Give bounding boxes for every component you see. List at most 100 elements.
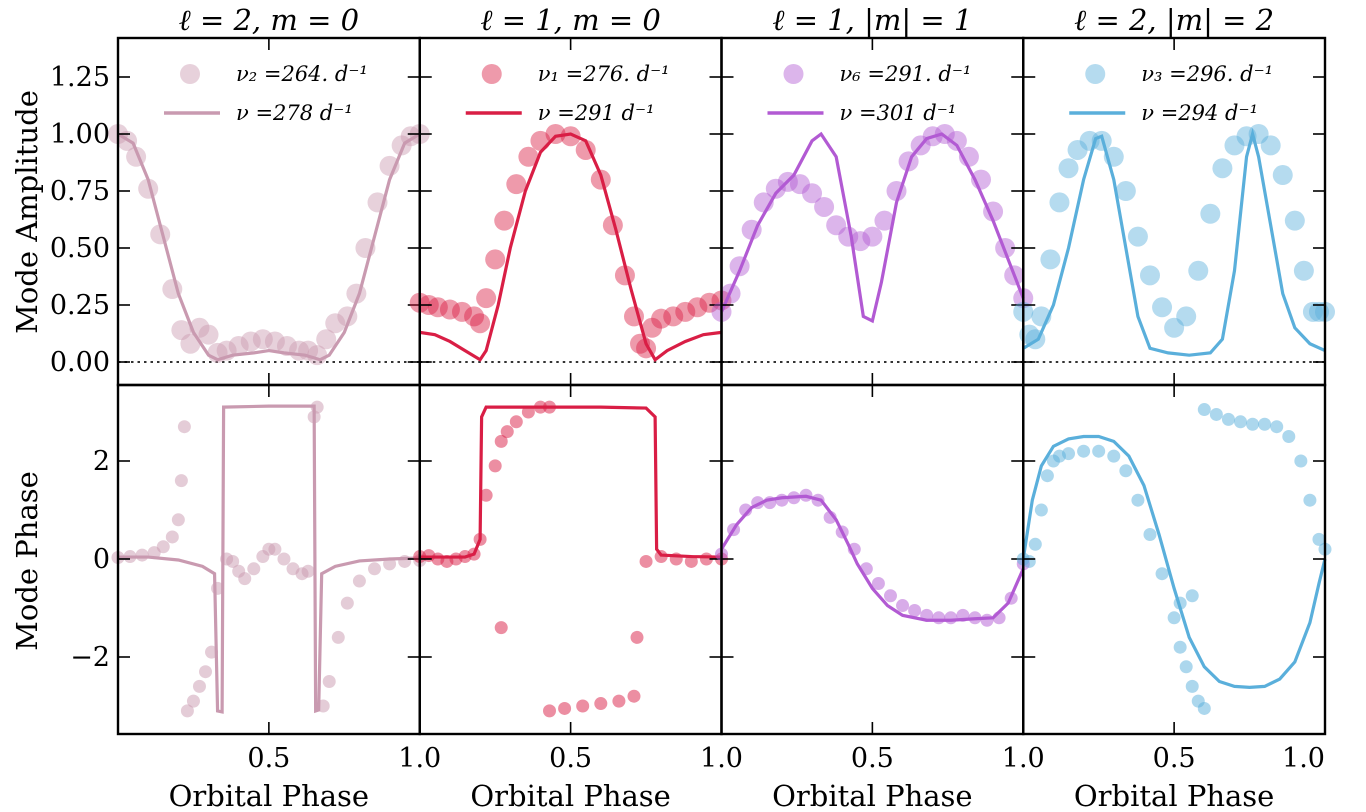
amp-point: [240, 331, 261, 352]
xlabel: Orbital Phase: [470, 779, 670, 812]
amp-point: [663, 306, 684, 327]
phase-point: [932, 611, 946, 625]
amp-point: [198, 324, 219, 345]
amp-point: [476, 288, 497, 309]
phase-frame: [720, 383, 1025, 736]
amp-point: [171, 320, 192, 341]
amp-point: [1164, 317, 1185, 338]
phase-point: [1179, 660, 1193, 674]
ylabel-phase: Mode Phase: [10, 471, 44, 651]
phase-point: [1234, 415, 1248, 429]
legend-marker: [783, 64, 804, 84]
phase-point: [1197, 403, 1211, 417]
phase-point: [340, 596, 354, 610]
xtick-label: 0.5: [549, 743, 592, 774]
amp-point: [1176, 306, 1197, 327]
xtick-label: 1.0: [700, 743, 743, 774]
amp-point: [946, 130, 967, 151]
phase-point: [1077, 444, 1091, 458]
amp-line: [419, 132, 722, 363]
amp-point: [470, 313, 491, 334]
phase-point: [226, 554, 240, 568]
amp-point: [1260, 135, 1281, 156]
phase-point: [980, 613, 994, 627]
amp-ytick-label: 1.00: [50, 119, 110, 150]
ylabel-amplitude: Mode Amplitude: [10, 90, 44, 334]
amp-point: [1152, 297, 1173, 318]
phase-point: [509, 415, 523, 429]
panel-2: ℓ = 1, m = 0 1.0 0.5 Orbital Phase ν₁ =276. …: [398, 3, 732, 812]
phase-line: [419, 405, 722, 559]
amp-point: [675, 301, 696, 322]
xtick-label: 1.0: [398, 743, 441, 774]
amp-point: [826, 215, 847, 236]
phase-point: [186, 694, 200, 708]
phase-point: [1062, 447, 1076, 461]
phase-line: [720, 494, 1025, 622]
phase-point: [177, 420, 191, 434]
phase-point: [180, 704, 194, 718]
phase-point: [1185, 589, 1199, 603]
phase-point: [192, 679, 206, 693]
phase-point: [352, 574, 366, 588]
phase-point: [1131, 493, 1145, 507]
phase-point: [174, 474, 188, 488]
amp-point: [1058, 158, 1079, 179]
amp-point: [451, 301, 472, 322]
amp-point: [427, 297, 448, 318]
amp-point: [1224, 135, 1245, 156]
amp-point: [874, 210, 895, 231]
amp-point: [485, 249, 506, 270]
legend-marker-label: ν₁ =276. d⁻¹: [538, 62, 670, 86]
phase-point: [165, 530, 179, 544]
amp-point: [494, 210, 515, 231]
amp-point: [506, 174, 527, 195]
phase-point: [301, 564, 315, 578]
phase-point: [1034, 503, 1048, 517]
legend-line-label: ν =301 d⁻¹: [840, 101, 957, 125]
phase-point: [543, 704, 557, 718]
phase-point: [944, 611, 958, 625]
amp-point: [316, 329, 337, 350]
xtick-label: 1.0: [1282, 743, 1325, 774]
phase-point: [630, 630, 644, 644]
phase-point: [1143, 528, 1157, 541]
panel-3: ℓ = 1, |m| = 1 1.0 0.5 Orbital Phase ν₆ =291…: [700, 3, 1034, 812]
panel-4: ℓ = 2, |m| = 2 1.0 0.5 1.0 Orbital Phase ν₃ =…: [1002, 3, 1335, 812]
phase-point: [775, 493, 789, 507]
phase-line: [1021, 434, 1327, 689]
phase-point: [135, 548, 149, 562]
panel-1: ℓ = 2, m = 0 0.00 0.25 0.50 0.75 1.00 1.25 −2 0 2…: [50, 3, 430, 812]
phase-point: [1197, 701, 1211, 715]
xlabel: Orbital Phase: [772, 779, 972, 812]
phase-point: [322, 675, 336, 688]
amp-ytick-label: 0.75: [50, 176, 110, 207]
phase-point: [576, 699, 590, 713]
phase-ytick-label: −2: [70, 642, 110, 673]
xtick-label: 0.5: [851, 743, 894, 774]
amp-point: [699, 292, 720, 313]
panels: ℓ = 2, m = 0 0.00 0.25 0.50 0.75 1.00 1.25 −2 0 2…: [50, 3, 1335, 812]
amp-point: [439, 299, 460, 320]
panel-title: ℓ = 2, m = 0: [179, 3, 359, 37]
phase-point: [156, 540, 170, 554]
legend-marker-label: ν₆ =291. d⁻¹: [840, 62, 972, 86]
amp-point: [325, 313, 346, 334]
phase-point: [612, 694, 626, 708]
phase-point: [367, 562, 381, 576]
amp-point: [1139, 265, 1160, 286]
xtick-label: 0.5: [1153, 743, 1196, 774]
phase-point: [1028, 537, 1042, 551]
amp-line: [1022, 127, 1326, 357]
phase-point: [277, 552, 291, 566]
phase-point: [639, 554, 653, 568]
amp-point: [1200, 203, 1221, 224]
phase-point: [871, 577, 885, 590]
phase-point: [1282, 430, 1296, 443]
amp-ytick-label: 1.25: [50, 62, 110, 93]
amp-point: [1049, 192, 1070, 213]
amp-point: [1188, 260, 1209, 281]
amp-point: [560, 126, 581, 147]
xtick-label: 1.0: [1002, 743, 1045, 774]
phase-point: [1209, 407, 1223, 421]
